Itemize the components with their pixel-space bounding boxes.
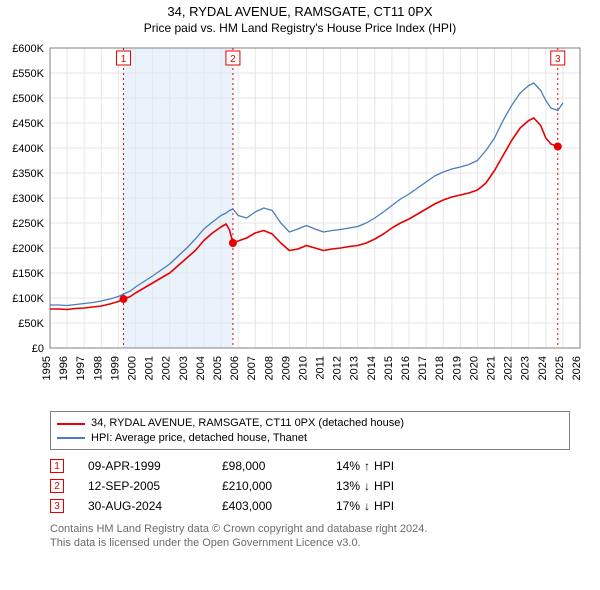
arrow-down-icon: ↓ bbox=[364, 479, 370, 493]
svg-text:2018: 2018 bbox=[434, 356, 446, 380]
svg-text:3: 3 bbox=[555, 54, 561, 65]
chart-container: £0 £50K £100K £150K £200K £250K £300K £350K £400… bbox=[0, 40, 600, 405]
svg-text:£350K: £350K bbox=[12, 168, 44, 180]
marker-row: 2 12-SEP-2005 £210,000 13%↓HPI bbox=[50, 476, 570, 496]
svg-text:2000: 2000 bbox=[126, 356, 138, 380]
legend-label: 34, RYDAL AVENUE, RAMSGATE, CT11 0PX (de… bbox=[91, 416, 404, 430]
marker-price: £210,000 bbox=[222, 479, 312, 493]
license-footnote: Contains HM Land Registry data © Crown c… bbox=[50, 522, 570, 551]
svg-text:2022: 2022 bbox=[503, 356, 515, 380]
legend-swatch bbox=[57, 423, 85, 425]
svg-text:£500K: £500K bbox=[12, 93, 44, 105]
legend-item: 34, RYDAL AVENUE, RAMSGATE, CT11 0PX (de… bbox=[57, 416, 563, 430]
svg-text:1: 1 bbox=[121, 54, 127, 65]
legend-item: HPI: Average price, detached house, Than… bbox=[57, 431, 563, 445]
marker-date: 12-SEP-2005 bbox=[88, 479, 198, 493]
svg-text:£550K: £550K bbox=[12, 68, 44, 80]
svg-text:£50K: £50K bbox=[18, 318, 44, 330]
svg-text:2025: 2025 bbox=[554, 356, 566, 380]
svg-text:2019: 2019 bbox=[451, 356, 463, 380]
svg-text:2: 2 bbox=[230, 54, 236, 65]
svg-text:1997: 1997 bbox=[75, 356, 87, 380]
marker-pct: 14%↑HPI bbox=[336, 459, 394, 473]
sale-markers-table: 1 09-APR-1999 £98,000 14%↑HPI 2 12-SEP-2005 £2… bbox=[50, 456, 570, 516]
svg-text:2024: 2024 bbox=[537, 356, 549, 380]
svg-text:£100K: £100K bbox=[12, 293, 44, 305]
svg-text:£400K: £400K bbox=[12, 143, 44, 155]
svg-text:£150K: £150K bbox=[12, 268, 44, 280]
marker-date: 30-AUG-2024 bbox=[88, 499, 198, 513]
svg-text:2026: 2026 bbox=[571, 356, 583, 380]
marker-badge: 1 bbox=[50, 459, 64, 473]
svg-text:1995: 1995 bbox=[41, 356, 53, 380]
marker-row: 1 09-APR-1999 £98,000 14%↑HPI bbox=[50, 456, 570, 476]
svg-text:2010: 2010 bbox=[297, 356, 309, 380]
svg-text:£0: £0 bbox=[32, 343, 44, 355]
marker-badge: 3 bbox=[50, 499, 64, 513]
marker-price: £98,000 bbox=[222, 459, 312, 473]
marker-date: 09-APR-1999 bbox=[88, 459, 198, 473]
svg-text:2021: 2021 bbox=[486, 356, 498, 380]
svg-text:2016: 2016 bbox=[400, 356, 412, 380]
svg-text:2013: 2013 bbox=[349, 356, 361, 380]
price-chart: £0 £50K £100K £150K £200K £250K £300K £350K £400… bbox=[0, 40, 600, 405]
svg-text:1999: 1999 bbox=[109, 356, 121, 380]
chart-titles: 34, RYDAL AVENUE, RAMSGATE, CT11 0PX Pri… bbox=[0, 0, 600, 36]
svg-text:1998: 1998 bbox=[92, 356, 104, 380]
svg-text:2003: 2003 bbox=[178, 356, 190, 380]
svg-text:£300K: £300K bbox=[12, 193, 44, 205]
title-line-1: 34, RYDAL AVENUE, RAMSGATE, CT11 0PX bbox=[0, 4, 600, 21]
legend: 34, RYDAL AVENUE, RAMSGATE, CT11 0PX (de… bbox=[50, 411, 570, 450]
svg-text:£250K: £250K bbox=[12, 218, 44, 230]
svg-text:2001: 2001 bbox=[144, 356, 156, 380]
svg-text:2006: 2006 bbox=[229, 356, 241, 380]
svg-text:£200K: £200K bbox=[12, 243, 44, 255]
marker-price: £403,000 bbox=[222, 499, 312, 513]
svg-text:2014: 2014 bbox=[366, 356, 378, 380]
svg-text:2002: 2002 bbox=[161, 356, 173, 380]
svg-text:1996: 1996 bbox=[58, 356, 70, 380]
arrow-down-icon: ↓ bbox=[364, 499, 370, 513]
svg-text:2017: 2017 bbox=[417, 356, 429, 380]
svg-text:2007: 2007 bbox=[246, 356, 258, 380]
svg-text:2015: 2015 bbox=[383, 356, 395, 380]
legend-label: HPI: Average price, detached house, Than… bbox=[91, 431, 307, 445]
svg-text:2011: 2011 bbox=[315, 356, 327, 380]
marker-pct: 17%↓HPI bbox=[336, 499, 394, 513]
marker-row: 3 30-AUG-2024 £403,000 17%↓HPI bbox=[50, 496, 570, 516]
svg-text:2009: 2009 bbox=[280, 356, 292, 380]
svg-text:2012: 2012 bbox=[332, 356, 344, 380]
marker-badge: 2 bbox=[50, 479, 64, 493]
svg-text:2020: 2020 bbox=[468, 356, 480, 380]
svg-text:£450K: £450K bbox=[12, 118, 44, 130]
footnote-line-2: This data is licensed under the Open Gov… bbox=[50, 536, 570, 550]
marker-pct: 13%↓HPI bbox=[336, 479, 394, 493]
svg-text:2005: 2005 bbox=[212, 356, 224, 380]
legend-swatch bbox=[57, 437, 85, 439]
svg-text:2023: 2023 bbox=[520, 356, 532, 380]
svg-text:2008: 2008 bbox=[263, 356, 275, 380]
title-line-2: Price paid vs. HM Land Registry's House … bbox=[0, 21, 600, 37]
footnote-line-1: Contains HM Land Registry data © Crown c… bbox=[50, 522, 570, 536]
arrow-up-icon: ↑ bbox=[364, 459, 370, 473]
svg-text:£600K: £600K bbox=[12, 43, 44, 55]
svg-text:2004: 2004 bbox=[195, 356, 207, 380]
